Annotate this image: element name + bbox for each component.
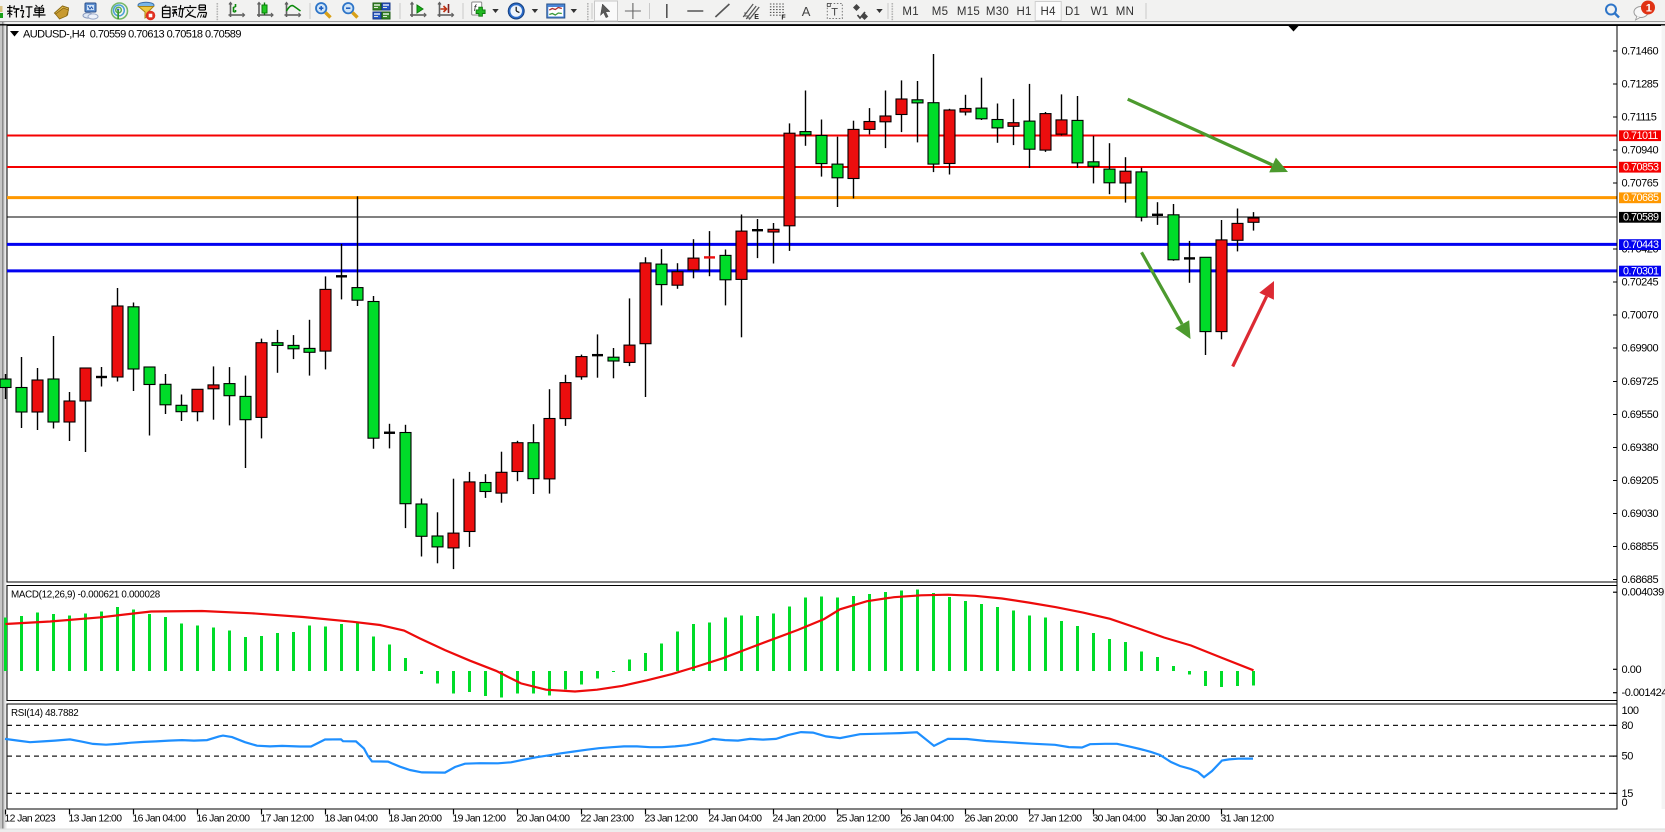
svg-text:18 Jan 20:00: 18 Jan 20:00 (389, 814, 443, 825)
svg-text:18 Jan 04:00: 18 Jan 04:00 (325, 814, 379, 825)
svg-text:W1: W1 (1091, 6, 1109, 18)
svg-text:26 Jan 04:00: 26 Jan 04:00 (901, 814, 955, 825)
svg-text:0.70685: 0.70685 (1623, 192, 1659, 204)
svg-text:27 Jan 12:00: 27 Jan 12:00 (1029, 814, 1083, 825)
svg-text:0.70070: 0.70070 (1622, 310, 1659, 322)
svg-text:0.71285: 0.71285 (1622, 78, 1659, 90)
svg-text:13 Jan 12:00: 13 Jan 12:00 (69, 814, 123, 825)
svg-text:0.70765: 0.70765 (1622, 178, 1659, 190)
svg-text:15: 15 (1622, 788, 1634, 800)
svg-text:26 Jan 20:00: 26 Jan 20:00 (965, 814, 1019, 825)
svg-text:0.70589: 0.70589 (1623, 212, 1659, 224)
svg-text:0.69900: 0.69900 (1622, 343, 1659, 355)
svg-text:100: 100 (1622, 705, 1639, 717)
svg-text:A: A (802, 4, 811, 19)
svg-text:T: T (831, 7, 838, 19)
svg-text:E: E (754, 14, 759, 21)
svg-text:24 Jan 20:00: 24 Jan 20:00 (773, 814, 827, 825)
svg-text:0.71115: 0.71115 (1622, 111, 1657, 123)
svg-text:0.69550: 0.69550 (1622, 409, 1659, 421)
svg-text:0.69725: 0.69725 (1622, 376, 1659, 388)
svg-text:H1: H1 (1016, 6, 1031, 18)
svg-text:12 Jan 2023: 12 Jan 2023 (5, 814, 56, 825)
svg-text:RSI(14) 48.7882: RSI(14) 48.7882 (11, 708, 78, 719)
svg-text:30 Jan 04:00: 30 Jan 04:00 (1093, 814, 1147, 825)
svg-text:MACD(12,26,9) -0.000621 0.0000: MACD(12,26,9) -0.000621 0.000028 (11, 590, 161, 601)
svg-text:0.68685: 0.68685 (1622, 574, 1659, 586)
svg-text:0.70940: 0.70940 (1622, 144, 1659, 156)
svg-text:H4: H4 (1041, 6, 1057, 18)
svg-text:50: 50 (1622, 751, 1634, 763)
svg-text:0.69205: 0.69205 (1622, 475, 1659, 487)
svg-text:MN: MN (1116, 6, 1135, 18)
svg-text:25 Jan 12:00: 25 Jan 12:00 (837, 814, 891, 825)
svg-text:17 Jan 12:00: 17 Jan 12:00 (261, 814, 315, 825)
svg-text:0.004039: 0.004039 (1622, 587, 1665, 599)
svg-text:16 Jan 04:00: 16 Jan 04:00 (133, 814, 187, 825)
svg-text:D1: D1 (1065, 6, 1080, 18)
svg-text:AUDUSD-,H4 0.70559 0.70613 0.: AUDUSD-,H4 0.70559 0.70613 0.70518 0.705… (23, 29, 241, 41)
svg-text:0.70245: 0.70245 (1622, 277, 1659, 289)
svg-text:0.68855: 0.68855 (1622, 541, 1659, 553)
svg-text:31 Jan 12:00: 31 Jan 12:00 (1221, 814, 1275, 825)
svg-text:1: 1 (1646, 3, 1652, 15)
svg-text:0: 0 (1622, 797, 1628, 809)
svg-text:0.69030: 0.69030 (1622, 508, 1659, 520)
svg-text:0.00: 0.00 (1622, 664, 1642, 676)
svg-text:0.69380: 0.69380 (1622, 442, 1659, 454)
svg-text:22 Jan 23:00: 22 Jan 23:00 (581, 814, 635, 825)
svg-text:M1: M1 (902, 6, 919, 18)
svg-text:M30: M30 (986, 6, 1009, 18)
svg-text:-0.001424: -0.001424 (1622, 687, 1665, 699)
svg-text:20 Jan 04:00: 20 Jan 04:00 (517, 814, 571, 825)
svg-text:19 Jan 12:00: 19 Jan 12:00 (453, 814, 507, 825)
svg-text:0.70853: 0.70853 (1623, 162, 1659, 174)
svg-text:30 Jan 20:00: 30 Jan 20:00 (1157, 814, 1211, 825)
svg-text:0.70443: 0.70443 (1623, 239, 1659, 251)
svg-text:24 Jan 04:00: 24 Jan 04:00 (709, 814, 763, 825)
svg-text:F: F (781, 15, 786, 22)
svg-text:0.70301: 0.70301 (1623, 265, 1659, 277)
svg-text:M5: M5 (932, 6, 949, 18)
svg-text:80: 80 (1622, 720, 1634, 732)
svg-text:16 Jan 20:00: 16 Jan 20:00 (197, 814, 251, 825)
svg-text:0.71011: 0.71011 (1623, 130, 1658, 142)
svg-text:23 Jan 12:00: 23 Jan 12:00 (645, 814, 699, 825)
svg-text:0.71460: 0.71460 (1622, 45, 1659, 57)
svg-text:f: f (474, 3, 478, 13)
svg-text:M15: M15 (957, 6, 980, 18)
